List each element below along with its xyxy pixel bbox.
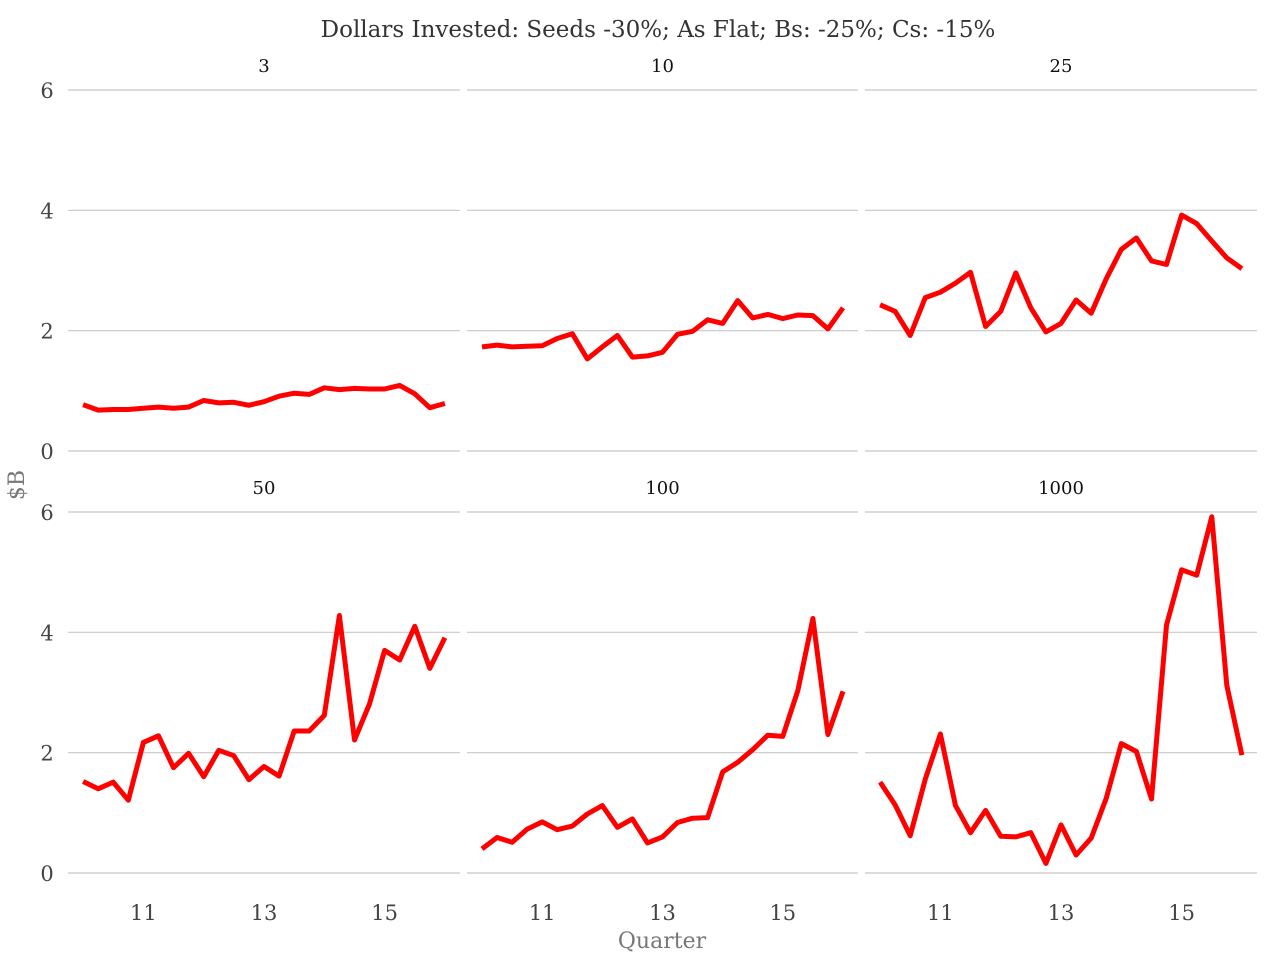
panel-10: 10 bbox=[467, 56, 858, 452]
panel-25: 25 bbox=[865, 56, 1257, 452]
series-line-100 bbox=[480, 616, 846, 851]
y-axis-label: $B bbox=[5, 470, 30, 500]
y-tick-2: 2 bbox=[40, 742, 53, 766]
x-tick-13: 13 bbox=[649, 901, 676, 925]
x-tick-11: 11 bbox=[927, 901, 954, 925]
y-tick-4: 4 bbox=[40, 621, 53, 645]
y-tick-2: 2 bbox=[40, 320, 53, 344]
x-tick-15: 15 bbox=[769, 901, 796, 925]
y-tick-6: 6 bbox=[40, 79, 53, 103]
panel-title-10: 10 bbox=[651, 56, 674, 77]
series-line-25 bbox=[879, 212, 1244, 338]
panel-title-50: 50 bbox=[253, 478, 276, 499]
series-line-3 bbox=[82, 382, 446, 413]
panel-title-25: 25 bbox=[1050, 56, 1073, 77]
x-tick-15: 15 bbox=[371, 901, 398, 925]
chart-title: Dollars Invested: Seeds -30%; As Flat; B… bbox=[321, 17, 996, 43]
y-tick-4: 4 bbox=[40, 199, 53, 223]
x-axis-label: Quarter bbox=[618, 929, 707, 954]
series-line-1000 bbox=[878, 514, 1245, 866]
series-line-10 bbox=[481, 298, 846, 362]
x-tick-11: 11 bbox=[130, 901, 157, 925]
panel-title-100: 100 bbox=[645, 478, 679, 499]
y-tick-0: 0 bbox=[40, 440, 53, 464]
series-line-50 bbox=[82, 613, 448, 803]
x-tick-13: 13 bbox=[251, 901, 278, 925]
x-tick-13: 13 bbox=[1048, 901, 1075, 925]
x-tick-15: 15 bbox=[1168, 901, 1195, 925]
panel-1000: 1000 11 13 15 bbox=[865, 478, 1257, 925]
panel-100: 100 11 13 15 bbox=[467, 478, 858, 925]
y-tick-6: 6 bbox=[40, 501, 53, 525]
panel-title-1000: 1000 bbox=[1038, 478, 1084, 499]
facet-panels: 3 0 2 4 6 10 25 50 0 2 4 6 11 13 15 100 11 13 15 1000 11 13 15 bbox=[40, 56, 1257, 925]
panel-50: 50 0 2 4 6 11 13 15 bbox=[40, 478, 460, 925]
panel-3: 3 0 2 4 6 bbox=[40, 56, 460, 464]
y-tick-0: 0 bbox=[40, 862, 53, 886]
x-tick-11: 11 bbox=[529, 901, 556, 925]
panel-title-3: 3 bbox=[258, 56, 269, 77]
